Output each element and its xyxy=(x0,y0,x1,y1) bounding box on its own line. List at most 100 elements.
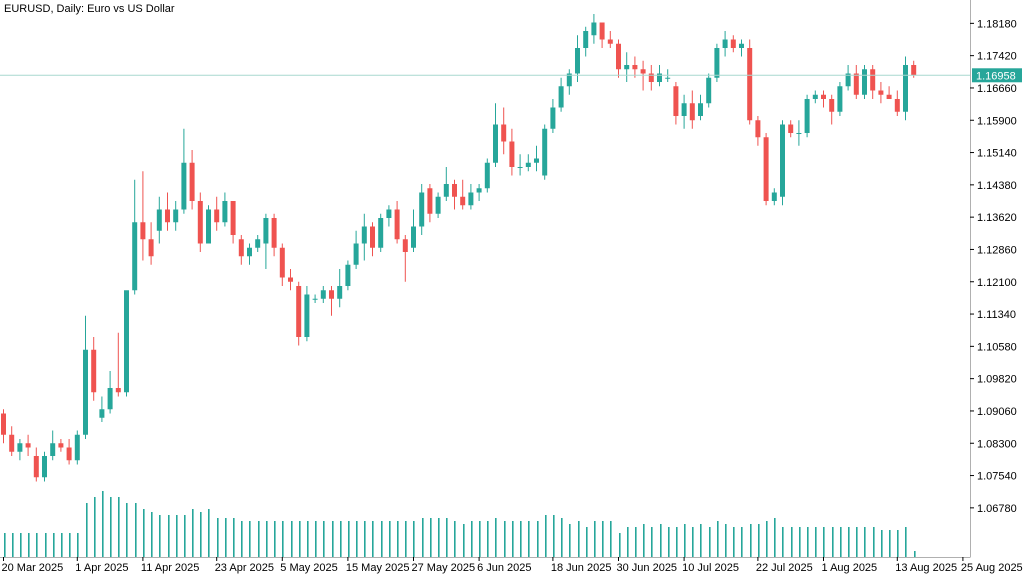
volume-bar xyxy=(495,518,497,557)
volume-bars xyxy=(4,491,916,557)
candle xyxy=(632,56,638,78)
volume-bar xyxy=(356,521,358,557)
candle xyxy=(386,205,392,227)
volume-bar xyxy=(159,515,161,557)
candle xyxy=(435,192,441,218)
candle-body xyxy=(501,124,507,142)
volume-bar xyxy=(823,527,825,557)
candle xyxy=(288,269,293,291)
volume-bar xyxy=(864,527,866,557)
candles xyxy=(1,14,917,482)
candle xyxy=(279,243,285,286)
candle-body xyxy=(550,107,556,129)
volume-bar xyxy=(832,527,834,557)
price-tick-label: 1.12860 xyxy=(977,244,1017,256)
volume-bar xyxy=(28,533,30,557)
volume-bar xyxy=(422,518,424,557)
price-tick-label: 1.08300 xyxy=(977,438,1017,450)
candle-body xyxy=(542,128,548,176)
volume-bar xyxy=(372,521,374,557)
volume-bar xyxy=(282,521,284,557)
candle-body xyxy=(780,124,785,197)
candle-body xyxy=(599,22,605,40)
volume-bar xyxy=(151,512,153,557)
time-tick-label: 10 Jul 2025 xyxy=(682,562,739,574)
candle xyxy=(550,99,556,133)
price-tick-label: 1.15140 xyxy=(977,148,1017,160)
volume-bar xyxy=(446,518,448,557)
candle xyxy=(238,235,244,265)
candle-body xyxy=(296,286,302,337)
volume-bar xyxy=(463,524,465,557)
candle xyxy=(509,128,515,176)
volume-bar xyxy=(77,533,79,557)
volume-bar xyxy=(438,518,440,557)
volume-bar xyxy=(733,527,735,557)
candle-body xyxy=(665,77,671,79)
volume-bar xyxy=(299,521,301,557)
candle-body xyxy=(796,133,802,134)
volume-bar xyxy=(225,518,227,557)
volume-bar xyxy=(545,515,547,557)
candle xyxy=(17,439,23,461)
volume-bar xyxy=(274,521,276,557)
volume-bar xyxy=(36,533,38,557)
candle xyxy=(50,430,56,461)
candle xyxy=(829,94,835,125)
candle-body xyxy=(460,196,466,206)
volume-bar xyxy=(881,530,883,557)
candle xyxy=(181,128,187,214)
volume-bar xyxy=(217,518,219,557)
candle-body xyxy=(812,94,818,99)
candle xyxy=(165,192,170,231)
candle xyxy=(99,396,105,422)
volume-bar xyxy=(528,521,530,557)
candle xyxy=(714,43,720,82)
candle-body xyxy=(42,456,47,478)
candle xyxy=(255,235,261,252)
candle-body xyxy=(156,209,162,231)
candle-body xyxy=(476,188,482,193)
candle xyxy=(296,281,302,346)
candle xyxy=(624,52,630,82)
candle-body xyxy=(878,90,884,95)
chart-title: EURUSD, Daily: Euro vs US Dollar xyxy=(4,3,175,15)
volume-bar xyxy=(430,518,432,557)
volume-bar xyxy=(619,533,621,557)
time-tick-label: 30 Jun 2025 xyxy=(617,562,678,574)
volume-bar xyxy=(45,533,47,557)
candle xyxy=(862,65,867,99)
candle-body xyxy=(25,443,31,448)
candle xyxy=(378,213,384,252)
volume-bar xyxy=(381,521,383,557)
candle xyxy=(558,77,564,112)
candle-body xyxy=(99,409,105,418)
candle-body xyxy=(443,184,449,197)
candle-body xyxy=(583,31,589,48)
candle-body xyxy=(386,209,392,218)
volume-bar xyxy=(20,533,22,557)
candle xyxy=(394,201,400,244)
candle xyxy=(673,82,679,125)
candle-body xyxy=(804,99,810,133)
candle-body xyxy=(632,65,638,70)
candle xyxy=(845,65,851,91)
candle xyxy=(583,26,589,57)
candle xyxy=(698,94,703,121)
volume-bar xyxy=(905,527,907,557)
candle xyxy=(353,230,359,269)
candle xyxy=(443,167,449,201)
candle xyxy=(460,179,466,210)
candle xyxy=(173,201,179,231)
current-price-label: 1.16958 xyxy=(972,68,1022,83)
candle-body xyxy=(91,349,97,393)
volume-bar xyxy=(389,521,391,557)
price-tick-label: 1.13620 xyxy=(977,212,1017,224)
volume-bar xyxy=(897,530,899,557)
price-tick-label: 1.18180 xyxy=(977,18,1017,30)
candle xyxy=(370,222,375,257)
candle xyxy=(493,103,498,167)
candle-body xyxy=(788,124,794,133)
